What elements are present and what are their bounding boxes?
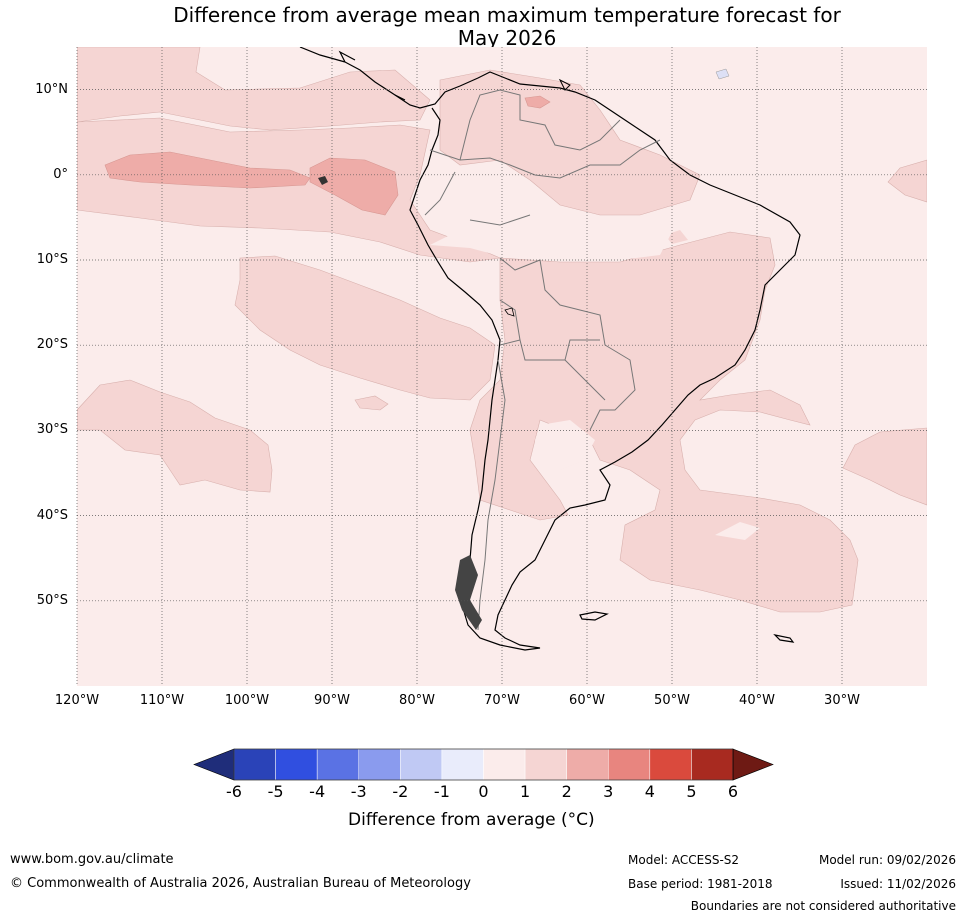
title-line-2: May 2026 bbox=[457, 26, 557, 50]
colorbar-tick-label: -4 bbox=[309, 782, 326, 801]
longitude-label: 30°W bbox=[824, 693, 860, 708]
longitude-label: 80°W bbox=[399, 693, 435, 708]
colorbar-segment bbox=[566, 748, 609, 781]
anomaly-region-brazil-cool bbox=[430, 220, 672, 260]
latitude-label: 50°S bbox=[36, 592, 68, 608]
anomaly-region-pacific-north bbox=[77, 47, 431, 131]
longitude-label: 90°W bbox=[314, 693, 350, 708]
longitude-label: 120°W bbox=[54, 693, 100, 708]
colorbar-extend-high bbox=[732, 748, 774, 781]
longitude-label: 40°W bbox=[739, 693, 775, 708]
falkland-islands bbox=[579, 611, 609, 621]
colorbar-segment bbox=[233, 748, 276, 781]
longitude-label: 70°W bbox=[484, 693, 520, 708]
anomaly-region-southwest-pacific bbox=[77, 379, 273, 493]
anomaly-region-pampas-cool bbox=[535, 420, 595, 470]
colorbar-segment bbox=[649, 748, 692, 781]
anomaly-region-peru-cool bbox=[470, 285, 495, 302]
anomaly-region-venezuela-warm bbox=[524, 95, 551, 109]
footer-copyright: © Commonwealth of Australia 2026, Austra… bbox=[10, 876, 471, 891]
colorbar-tick-label: 0 bbox=[478, 782, 489, 801]
colorbar-tick-label: -5 bbox=[267, 782, 284, 801]
central-america-coast bbox=[299, 47, 406, 101]
colorbar-tick-label: 3 bbox=[603, 782, 614, 801]
colorbar-segment bbox=[400, 748, 443, 781]
colorbar-tick-label: -6 bbox=[226, 782, 242, 801]
colorbar-tick-label: 1 bbox=[519, 782, 531, 801]
footer-base-period: Base period: 1981-2018 bbox=[628, 877, 773, 891]
longitude-label: 60°W bbox=[569, 693, 605, 708]
latitude-label: 0° bbox=[53, 166, 68, 182]
anomaly-region-south-pacific bbox=[234, 255, 496, 401]
colorbar-segment bbox=[483, 748, 526, 781]
colorbar-tick-label: 6 bbox=[727, 782, 739, 801]
anomaly-region-south-atlantic bbox=[842, 427, 927, 506]
colorbar-segment bbox=[316, 748, 359, 781]
colorbar-label: Difference from average (°C) bbox=[348, 810, 595, 830]
anomaly-region-atlantic-east bbox=[887, 159, 927, 203]
anomaly-region-pacific-islet bbox=[354, 395, 389, 411]
footer-model-run: Model run: 09/02/2026 bbox=[818, 853, 956, 867]
colorbar-extend-low bbox=[193, 748, 235, 781]
map-title: Difference from average mean maximum tem… bbox=[0, 4, 965, 50]
south-georgia bbox=[773, 634, 795, 643]
footer-model: Model: ACCESS-S2 bbox=[628, 853, 740, 867]
gridlines bbox=[76, 47, 927, 686]
colorbar-tick-label: -1 bbox=[433, 782, 450, 801]
lake-titicaca bbox=[504, 307, 515, 317]
chiloe-fjords bbox=[455, 555, 482, 630]
anomaly-regions bbox=[77, 47, 927, 651]
colorbar-tick-label: -3 bbox=[350, 782, 367, 801]
latitude-label: 10°S bbox=[36, 252, 68, 267]
longitude-label: 50°W bbox=[654, 693, 690, 708]
longitude-label: 110°W bbox=[139, 693, 185, 708]
colorbar-tick-label: 4 bbox=[644, 782, 655, 801]
latitude-label: 20°S bbox=[36, 337, 68, 353]
colorbar-tick-label: -2 bbox=[392, 782, 409, 801]
anomaly-region-atlantic-cool bbox=[715, 522, 760, 540]
colorbar-tick-label: 5 bbox=[686, 782, 697, 801]
latitude-label: 10°N bbox=[35, 81, 68, 97]
trinidad-island bbox=[558, 78, 571, 91]
latitude-label: 30°S bbox=[36, 422, 68, 438]
country-borders bbox=[424, 89, 661, 631]
colorbar-segment bbox=[358, 748, 401, 781]
colorbar-segment bbox=[524, 748, 567, 781]
footer-disclaimer: Boundaries are not considered authoritat… bbox=[690, 899, 956, 913]
latitude-label: 40°S bbox=[36, 507, 68, 523]
south-america-coastline bbox=[344, 61, 801, 651]
colorbar-segment bbox=[275, 748, 318, 781]
footer-website[interactable]: www.bom.gov.au/climate bbox=[10, 852, 174, 867]
colorbar-segment bbox=[608, 748, 651, 781]
galapagos-islands bbox=[318, 176, 328, 185]
longitude-label: 100°W bbox=[224, 693, 270, 708]
colorbar-label-text: Difference from average (°C) bbox=[348, 810, 595, 830]
anomaly-region-caribbean bbox=[439, 69, 701, 216]
title-line-1: Difference from average mean maximum tem… bbox=[173, 3, 841, 27]
colorbar-segment bbox=[691, 748, 734, 781]
bermuda-marker bbox=[715, 68, 730, 80]
colorbar-outline bbox=[233, 748, 734, 781]
colorbar-tick-label: 2 bbox=[561, 782, 572, 801]
anomaly-region-galapagos-warm bbox=[309, 157, 399, 216]
colorbar bbox=[193, 748, 774, 781]
colorbar-segment bbox=[441, 748, 484, 781]
footer-issued: Issued: 11/02/2026 bbox=[840, 877, 956, 891]
